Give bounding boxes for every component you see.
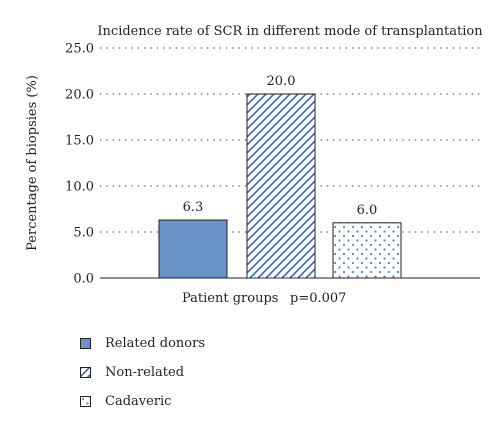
y-tick-label: 0.0: [73, 272, 94, 287]
legend-swatch-solid: [80, 337, 91, 349]
p-value-annotation: p=0.007: [290, 291, 346, 306]
legend-item-non-related: Non-related: [80, 362, 184, 382]
y-tick-label: 5.0: [73, 226, 94, 241]
bar-value-labels: 6.3 20.0 6.0: [183, 74, 378, 218]
legend-item-related-donors: Related donors: [80, 333, 205, 353]
bar-value-label: 6.0: [357, 203, 378, 218]
y-tick-label: 20.0: [65, 88, 94, 103]
y-tick-label: 10.0: [65, 180, 94, 195]
legend-label: Non-related: [105, 364, 185, 380]
legend-swatch-dots: [80, 395, 91, 407]
legend-item-cadaveric: Cadaveric: [80, 391, 171, 411]
legend-label: Cadaveric: [105, 393, 172, 409]
x-axis-label: Patient groups: [182, 291, 278, 306]
legend-label: Related donors: [105, 335, 205, 351]
legend-swatch-hatch: [80, 366, 91, 378]
bar-non-related: [246, 93, 316, 279]
y-axis-label: Percentage of biopsies (%): [25, 75, 40, 251]
bar-cadaveric: [332, 222, 402, 279]
y-tick-label: 15.0: [65, 134, 94, 149]
bar-value-label: 6.3: [183, 200, 204, 215]
y-tick-labels: 0.0 5.0 10.0 15.0 20.0 25.0: [65, 42, 94, 287]
chart-title: Incidence rate of SCR in different mode …: [97, 24, 483, 39]
bar-related-donors: [158, 219, 228, 279]
bar-value-label: 20.0: [267, 74, 296, 89]
bars: [158, 93, 402, 279]
y-tick-label: 25.0: [65, 42, 94, 57]
